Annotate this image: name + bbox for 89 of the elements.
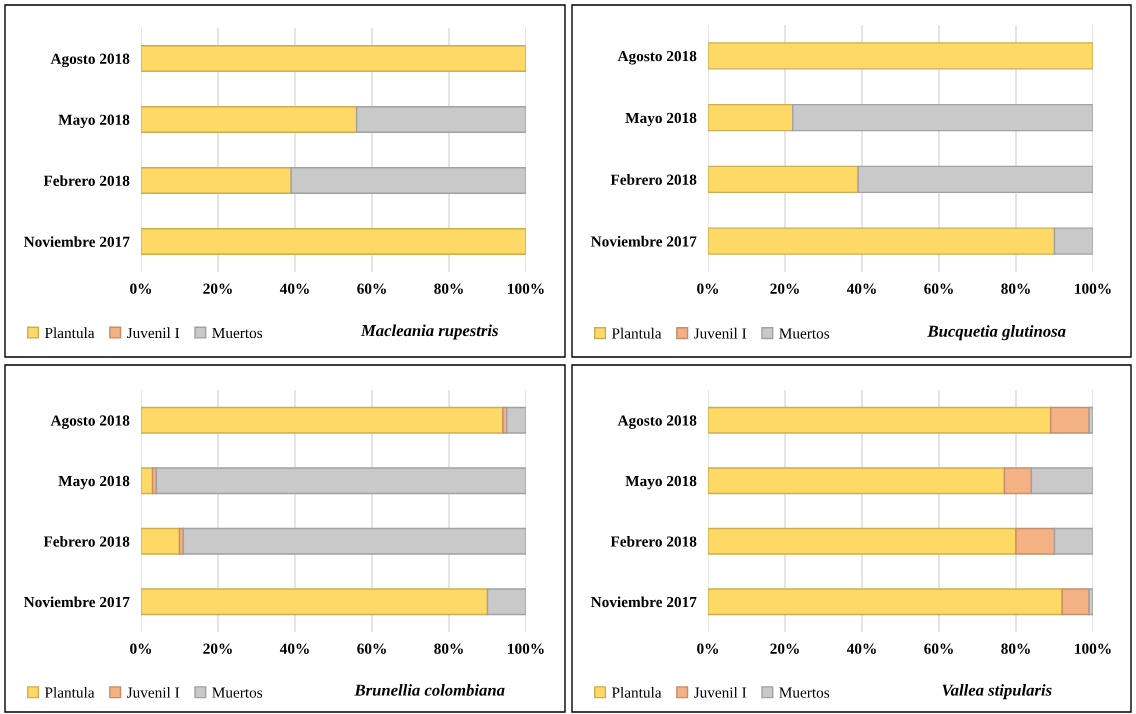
bar: [708, 42, 1093, 70]
legend-label: Juvenil I: [126, 686, 180, 698]
bar: [1049, 406, 1090, 434]
bar: [708, 527, 1017, 555]
bar: [290, 166, 526, 195]
x-tick-label: 40%: [279, 283, 309, 294]
bar: [792, 103, 1093, 132]
y-tick-label: Agosto 2018: [617, 415, 697, 429]
x-tick-label: 0%: [697, 643, 719, 654]
legend-label: Muertos: [212, 687, 263, 698]
y-tick-label: Mayo 2018: [58, 475, 130, 490]
x-tick-label: 100%: [1075, 283, 1111, 294]
legend-label: Muertos: [212, 327, 263, 339]
y-tick-label: Febrero 2018: [43, 175, 130, 186]
bar: [1030, 467, 1093, 495]
bar: [708, 227, 1056, 255]
x-tick-label: 20%: [203, 643, 232, 654]
text: Bucquetia glutinosa: [927, 325, 1066, 341]
bar: [1088, 406, 1093, 434]
y-tick-label: Mayo 2018: [625, 475, 697, 490]
x-tick-label: 60%: [357, 643, 386, 654]
y-tick-label: Noviembre 2017: [23, 596, 130, 608]
x-tick-label: 40%: [846, 643, 876, 654]
y-tick-label: Noviembre 2017: [23, 236, 130, 247]
x-tick-label: 40%: [279, 643, 309, 654]
bar: [141, 227, 526, 256]
bar: [141, 588, 489, 616]
y-tick-label: Agosto 2018: [50, 53, 130, 68]
x-tick-label: 60%: [924, 643, 953, 654]
bar: [506, 406, 526, 434]
bar: [708, 103, 794, 132]
bar: [708, 406, 1052, 434]
bar: [708, 165, 859, 194]
text: Vallea stipularis: [942, 684, 1052, 700]
bar: [1061, 588, 1090, 616]
x-tick-label: 20%: [770, 283, 799, 294]
x-tick-label: 20%: [770, 643, 799, 654]
bar: [1003, 467, 1033, 495]
x-tick-label: 80%: [434, 643, 463, 654]
bar: [857, 165, 1093, 194]
x-tick-label: 100%: [508, 283, 544, 294]
bar: [708, 467, 1006, 495]
x-tick-label: 60%: [924, 283, 953, 294]
bar: [141, 527, 181, 555]
y-tick-label: Noviembre 2017: [590, 596, 697, 608]
bar: [141, 44, 526, 73]
x-tick-label: 80%: [1001, 643, 1030, 654]
legend-label: Plantula: [611, 327, 662, 339]
y-tick-label: Noviembre 2017: [590, 235, 697, 247]
legend-label: Juvenil I: [126, 327, 180, 339]
x-tick-label: 0%: [697, 283, 719, 294]
legend-label: Muertos: [779, 328, 830, 339]
x-tick-label: 80%: [434, 283, 463, 294]
text: Macleania rupestris: [360, 324, 498, 340]
legend-label: Juvenil I: [693, 327, 747, 339]
x-tick-label: 0%: [130, 283, 152, 294]
x-tick-label: 0%: [130, 643, 152, 654]
bar: [355, 105, 526, 134]
bar: [1015, 527, 1056, 555]
bar: [1088, 588, 1093, 616]
y-tick-label: Mayo 2018: [625, 112, 697, 127]
x-tick-label: 80%: [1001, 283, 1030, 294]
legend-label: Juvenil I: [693, 686, 747, 698]
legend-label: Plantula: [44, 686, 95, 698]
bar: [182, 527, 526, 555]
bar: [141, 166, 292, 195]
x-tick-label: 100%: [508, 643, 544, 654]
y-tick-label: Febrero 2018: [610, 174, 697, 185]
bar: [486, 588, 526, 616]
bar: [1053, 527, 1093, 555]
legend-label: Plantula: [44, 327, 95, 339]
text: Brunellia colombiana: [354, 684, 505, 696]
x-tick-label: 20%: [203, 283, 232, 294]
x-tick-label: 40%: [846, 283, 876, 294]
bar: [141, 406, 504, 434]
bar: [141, 105, 358, 134]
bar: [1053, 227, 1093, 255]
y-tick-label: Febrero 2018: [43, 535, 130, 547]
legend-label: Muertos: [779, 687, 830, 698]
bar: [155, 467, 526, 495]
y-tick-label: Febrero 2018: [610, 535, 697, 547]
y-tick-label: Mayo 2018: [58, 114, 130, 129]
legend-label: Plantula: [611, 686, 662, 698]
y-tick-label: Agosto 2018: [617, 50, 697, 65]
bar: [141, 467, 154, 495]
x-tick-label: 60%: [357, 283, 386, 294]
bar: [708, 588, 1063, 616]
y-tick-label: Agosto 2018: [50, 415, 130, 429]
x-tick-label: 100%: [1075, 643, 1111, 654]
